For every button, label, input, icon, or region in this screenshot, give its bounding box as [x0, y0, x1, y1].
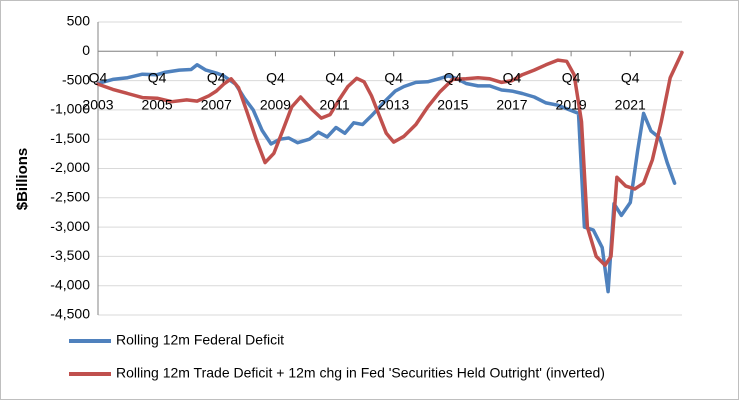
x-tick-label-quarter: Q4: [325, 69, 344, 85]
x-tick-label-quarter: Q4: [148, 69, 167, 85]
y-tick-label: -3,500: [50, 247, 90, 263]
x-tick-label-year: 2011: [320, 96, 350, 112]
series-line-1: [96, 50, 684, 267]
x-tick-label-quarter: Q4: [207, 69, 226, 85]
y-tick-label: -500: [62, 71, 90, 87]
x-tick-label-year: 2017: [496, 96, 527, 112]
y-tick-label: -1,000: [50, 101, 90, 117]
x-tick-label-year: 2019: [556, 96, 587, 112]
series-lines: [96, 50, 684, 294]
x-tick-label-quarter: Q4: [621, 69, 640, 85]
x-tick-label-quarter: Q4: [89, 69, 108, 85]
y-tick-label: 500: [67, 13, 91, 29]
series-line-0: [96, 63, 677, 294]
x-tick-label-year: 2005: [142, 96, 173, 112]
y-tick-label: 0: [82, 42, 90, 58]
axes: [97, 22, 682, 315]
y-tick-label: -4,000: [50, 276, 90, 292]
y-axis-label: $Billions: [14, 148, 31, 211]
y-tick-label: -2,000: [50, 159, 90, 175]
x-tick-label-year: 2009: [260, 96, 291, 112]
legend: Rolling 12m Federal Deficit Rolling 12m …: [69, 332, 605, 381]
legend-label-federal-deficit: Rolling 12m Federal Deficit: [116, 332, 284, 348]
y-tick-label: -3,000: [50, 218, 90, 234]
gridlines: [98, 21, 682, 316]
y-tick-label: -2,500: [50, 189, 90, 205]
x-tick-label-quarter: Q4: [503, 69, 522, 85]
x-tick-label-quarter: Q4: [266, 69, 285, 85]
y-tick-label: -1,500: [50, 130, 90, 146]
x-tick-label-quarter: Q4: [443, 69, 462, 85]
x-tick-label-year: 2003: [82, 96, 113, 112]
x-tick-label-year: 2013: [378, 96, 409, 112]
x-tick-label-quarter: Q4: [562, 69, 581, 85]
x-tick-label-quarter: Q4: [384, 69, 403, 85]
x-tick-label-year: 2015: [437, 96, 468, 112]
legend-label-trade-deficit: Rolling 12m Trade Deficit + 12m chg in F…: [116, 365, 605, 381]
tick-labels: 500 0 -500 -1,000 -1,500 -2,000 -2,500 -3,000 -3…: [50, 13, 646, 322]
x-tick-label-year: 2007: [201, 96, 232, 112]
y-tick-label: -4,500: [50, 306, 90, 322]
x-tick-label-year: 2021: [615, 96, 646, 112]
